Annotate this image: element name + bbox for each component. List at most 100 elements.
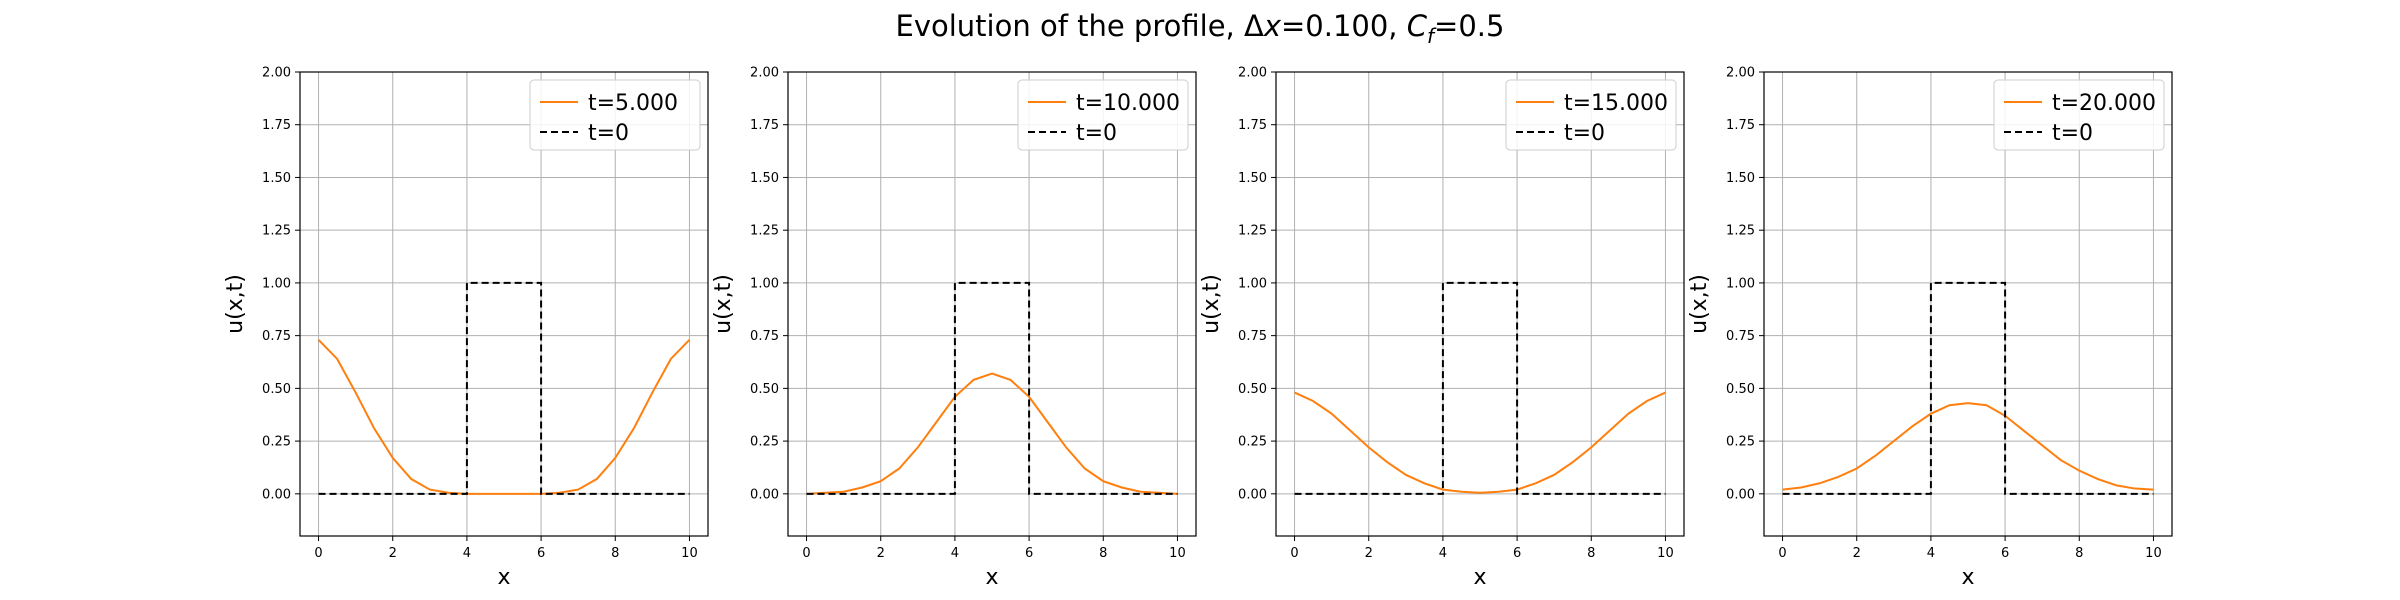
series-line-numerical [317, 339, 691, 495]
x-tick-label: 10 [2145, 546, 2162, 561]
legend-entry: t=0 [588, 121, 629, 146]
y-tick-label: 0.00 [1238, 487, 1267, 502]
x-axis-label: x [985, 565, 998, 590]
legend-entry: t=10.000 [1076, 91, 1180, 116]
x-tick-label: 8 [1099, 546, 1107, 561]
x-axis-label: x [497, 565, 510, 590]
subplot-4: 0 2 4 6 8 10 0.00 0.25 0.50 0.75 1.00 1.25 1.50 1.75 2… [1687, 66, 2173, 590]
y-tick-label: 1.75 [750, 118, 779, 133]
x-tick-label: 8 [2075, 546, 2083, 561]
y-axis-label: u(x,t) [223, 274, 248, 334]
x-tick-label: 4 [463, 546, 471, 561]
y-axis-label: u(x,t) [1687, 274, 1712, 334]
y-tick-label: 0.25 [750, 435, 779, 450]
y-tick-label: 0.25 [1726, 435, 1755, 450]
y-tick-label: 0.50 [1238, 382, 1267, 397]
subplot-3: 0 2 4 6 8 10 0.00 0.25 0.50 0.75 1.00 1.25 1.50 1.75 2… [1199, 66, 1685, 590]
title-part-sub: f [1427, 24, 1437, 48]
legend-entry: t=0 [1564, 121, 1605, 146]
x-tick-label: 0 [802, 546, 810, 561]
x-tick-label: 10 [1657, 546, 1674, 561]
legend-entry: t=0 [1076, 121, 1117, 146]
series-line-numerical [1294, 391, 1666, 494]
series-line-numerical [1782, 402, 2154, 491]
series-line-initial [318, 281, 690, 495]
series-line-numerical [806, 372, 1178, 495]
legend-entry: t=15.000 [1564, 91, 1668, 116]
y-tick-label: 0.75 [1726, 329, 1755, 344]
x-tick-label: 0 [1778, 546, 1786, 561]
legend: t=20.000 t=0 [1993, 79, 2165, 151]
y-tick-label: 1.00 [1726, 276, 1755, 291]
y-tick-label: 1.00 [750, 276, 779, 291]
y-tick-label: 0.75 [1238, 329, 1267, 344]
x-tick-label: 8 [611, 546, 619, 561]
y-tick-label: 1.75 [262, 118, 291, 133]
y-axis-label: u(x,t) [1199, 274, 1224, 334]
y-tick-label: 0.50 [750, 382, 779, 397]
axes-frame [1275, 71, 1685, 537]
series-line-initial [806, 281, 1178, 495]
y-tick-label: 2.00 [1726, 66, 1755, 81]
y-tick-label: 1.25 [750, 224, 779, 239]
y-tick-label: 1.25 [1238, 224, 1267, 239]
y-tick-label: 0.75 [750, 329, 779, 344]
y-tick-label: 0.75 [262, 329, 291, 344]
axes-frame [787, 71, 1197, 537]
x-tick-label: 6 [1025, 546, 1033, 561]
legend-box [1505, 79, 1677, 151]
legend-entry: t=5.000 [588, 91, 678, 116]
series-line-initial [1294, 281, 1666, 495]
y-tick-label: 1.50 [262, 171, 291, 186]
y-tick-label: 0.00 [262, 487, 291, 502]
legend-box [529, 79, 701, 151]
axes-frame [299, 71, 709, 537]
legend-box [1993, 79, 2165, 151]
y-tick-label: 2.00 [262, 66, 291, 81]
title-part-x: x [1263, 9, 1282, 43]
legend: t=15.000 t=0 [1505, 79, 1677, 151]
legend-entry: t=0 [2052, 121, 2093, 146]
x-tick-label: 6 [1513, 546, 1521, 561]
x-tick-label: 6 [537, 546, 545, 561]
subplots: 0 2 4 6 8 10 0.00 0.25 0.50 0.75 1.00 1.25 1.50 1.75 2… [223, 66, 2173, 590]
x-axis-label: x [1473, 565, 1486, 590]
x-tick-label: 2 [877, 546, 885, 561]
title-part-c: C [1407, 9, 1428, 43]
legend-box [1017, 79, 1189, 151]
x-tick-label: 2 [1365, 546, 1373, 561]
y-tick-label: 0.00 [750, 487, 779, 502]
legend: t=10.000 t=0 [1017, 79, 1189, 151]
series-line-initial [1782, 281, 2154, 495]
y-tick-label: 1.00 [262, 276, 291, 291]
y-tick-label: 1.25 [262, 224, 291, 239]
x-tick-label: 4 [1439, 546, 1447, 561]
y-tick-label: 1.75 [1238, 118, 1267, 133]
y-tick-label: 2.00 [1238, 66, 1267, 81]
x-tick-label: 4 [951, 546, 959, 561]
y-tick-label: 1.50 [1726, 171, 1755, 186]
x-tick-label: 0 [314, 546, 322, 561]
y-tick-label: 1.50 [1238, 171, 1267, 186]
x-tick-label: 10 [681, 546, 698, 561]
x-tick-label: 6 [2001, 546, 2009, 561]
x-tick-label: 8 [1587, 546, 1595, 561]
x-axis-label: x [1961, 565, 1974, 590]
y-tick-label: 0.00 [1726, 487, 1755, 502]
y-tick-label: 0.25 [262, 435, 291, 450]
x-tick-label: 2 [389, 546, 397, 561]
y-tick-label: 0.25 [1238, 435, 1267, 450]
y-tick-label: 0.50 [1726, 382, 1755, 397]
subplot-1: 0 2 4 6 8 10 0.00 0.25 0.50 0.75 1.00 1.25 1.50 1.75 2… [223, 66, 709, 590]
title-part-post: =0.5 [1434, 9, 1504, 43]
x-tick-label: 4 [1927, 546, 1935, 561]
y-tick-label: 1.50 [750, 171, 779, 186]
axes-frame [1763, 71, 2173, 537]
x-tick-label: 0 [1290, 546, 1298, 561]
figure-title: Evolution of the profile, Δx=0.100, Cf=0… [896, 9, 1505, 48]
legend-entry: t=20.000 [2052, 91, 2156, 116]
y-axis-label: u(x,t) [711, 274, 736, 334]
title-part-mid: =0.100, [1281, 9, 1407, 43]
